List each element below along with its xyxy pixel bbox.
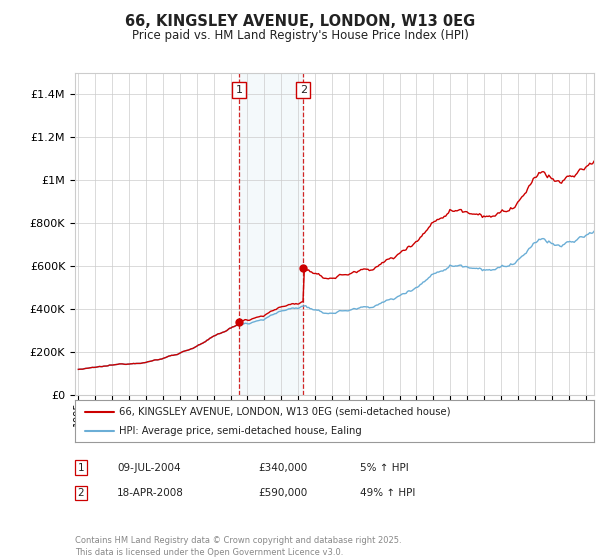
Text: 66, KINGSLEY AVENUE, LONDON, W13 0EG: 66, KINGSLEY AVENUE, LONDON, W13 0EG (125, 14, 475, 29)
Text: £590,000: £590,000 (258, 488, 307, 498)
Text: £340,000: £340,000 (258, 463, 307, 473)
Text: 2: 2 (299, 85, 307, 95)
Text: 2: 2 (77, 488, 85, 498)
Text: 09-JUL-2004: 09-JUL-2004 (117, 463, 181, 473)
Text: 1: 1 (236, 85, 243, 95)
Text: 5% ↑ HPI: 5% ↑ HPI (360, 463, 409, 473)
Text: Contains HM Land Registry data © Crown copyright and database right 2025.
This d: Contains HM Land Registry data © Crown c… (75, 536, 401, 557)
Text: 66, KINGSLEY AVENUE, LONDON, W13 0EG (semi-detached house): 66, KINGSLEY AVENUE, LONDON, W13 0EG (se… (119, 407, 451, 417)
Text: HPI: Average price, semi-detached house, Ealing: HPI: Average price, semi-detached house,… (119, 426, 362, 436)
Text: Price paid vs. HM Land Registry's House Price Index (HPI): Price paid vs. HM Land Registry's House … (131, 29, 469, 42)
Bar (239, 73, 303, 395)
Text: 1: 1 (77, 463, 85, 473)
Text: 49% ↑ HPI: 49% ↑ HPI (360, 488, 415, 498)
Text: 18-APR-2008: 18-APR-2008 (117, 488, 184, 498)
